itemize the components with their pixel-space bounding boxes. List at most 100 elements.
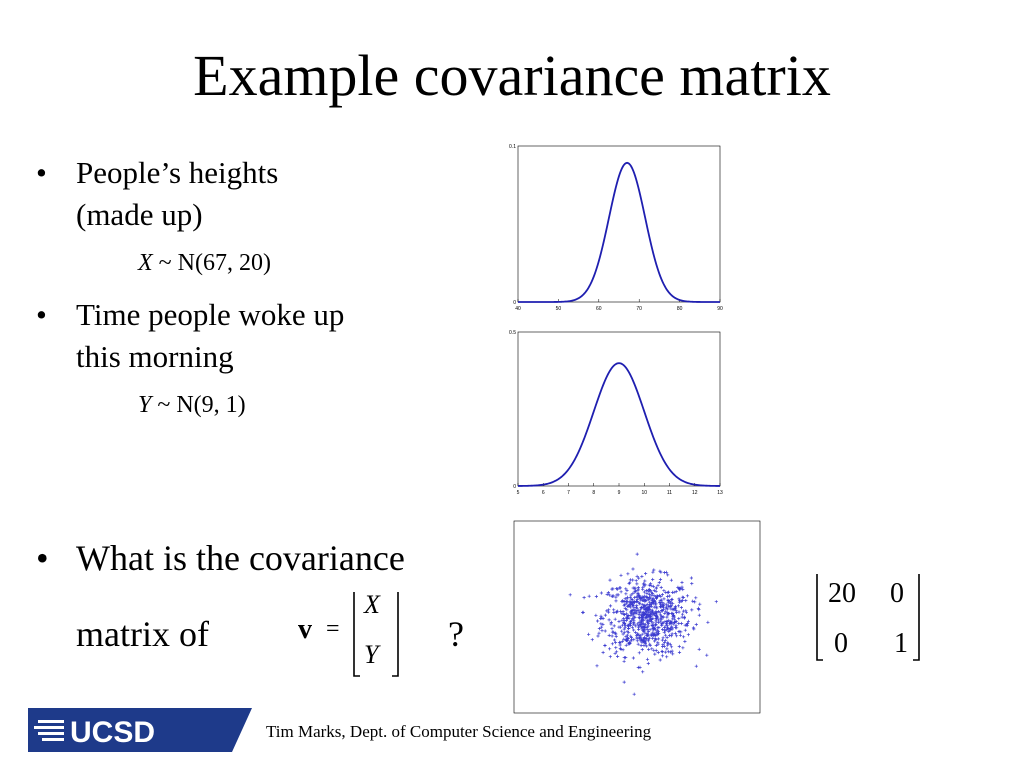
scatter-point [656,641,660,645]
scatter-point [647,589,651,594]
x-tick-label: 40 [515,306,521,312]
scatter-point [680,595,684,599]
scatter-point [643,594,647,598]
scatter-point [616,654,620,658]
scatter-point [643,579,647,583]
scatter-point [667,629,671,634]
scatter-point [655,628,660,632]
scatter-point [614,634,618,639]
scatter-point [671,607,675,611]
scatter-point [652,588,656,593]
wake-pdf-plot: 5 6 7 8 9 10 11 12 13 0 0.5 [508,328,726,498]
dist-params: ~ N(67, 20) [152,250,271,276]
scatter-point [628,602,633,606]
scatter-point [622,627,626,631]
scatter-point [694,622,698,627]
scatter-point [661,636,665,640]
scatter-point [640,620,644,624]
scatter-point [665,615,669,619]
scatter-point [649,584,653,588]
scatter-point [641,582,646,586]
scatter-point [625,597,629,601]
scatter-point [623,613,627,617]
scatter-point [625,616,629,620]
scatter-point [662,597,666,601]
scatter-point [605,592,609,596]
scatter-point [657,610,661,614]
scatter-point [684,599,688,603]
footer-credit: Tim Marks, Dept. of Computer Science and… [266,722,652,741]
scatter-point [645,616,649,620]
scatter-point [600,629,604,633]
scatter-point [652,593,656,597]
scatter-point [650,636,654,640]
scatter-point [613,651,617,655]
scatter-point [661,627,665,632]
scatter-point [636,632,640,636]
scatter-point [665,594,670,599]
joint-scatter-plot [510,517,764,721]
scatter-point [645,591,649,596]
scatter-point [646,630,650,634]
scatter-point [617,640,622,644]
scatter-point [650,633,654,637]
scatter-point [686,633,690,637]
scatter-point [662,607,666,611]
wake-distribution: Y ~ N(9, 1) [138,390,246,420]
scatter-point [637,612,641,617]
scatter-point [601,622,605,626]
scatter-point [674,634,679,638]
scatter-point [665,611,669,615]
y-tick-label: 0 [513,300,516,306]
scatter-point [649,613,653,617]
scatter-point [596,634,600,638]
scatter-point [643,631,647,635]
scatter-point [613,638,617,642]
plot-frame [517,145,721,303]
scatter-point [617,619,621,624]
scatter-point [635,552,639,556]
scatter-point [612,624,616,628]
scatter-point [611,630,616,634]
scatter-point [677,610,681,614]
scatter-point [653,639,657,643]
scatter-point [630,638,634,642]
scatter-point [649,582,653,586]
scatter-point [649,620,653,624]
scatter-point [637,651,641,655]
scatter-point [689,576,693,580]
scatter-point [624,612,628,616]
scatter-point [634,609,638,613]
scatter-point [659,622,663,626]
scatter-point [655,615,660,619]
scatter-point [659,570,663,574]
scatter-point [620,618,624,622]
scatter-point [590,638,594,642]
scatter-point [645,626,649,630]
x-tick-label: 12 [692,490,698,496]
scatter-point [639,598,643,602]
scatter-point [630,625,634,629]
scatter-point [670,590,675,594]
scatter-point [677,650,682,654]
scatter-point [654,648,658,652]
scatter-point [658,658,662,662]
scatter-point [662,630,666,634]
x-tick-label: 9 [618,490,621,496]
scatter-point [599,616,603,621]
scatter-point [620,639,624,643]
question-mark: ? [448,614,464,654]
scatter-point [627,630,631,634]
scatter-point [645,657,650,661]
scatter-point [648,611,652,615]
scatter-point [622,623,626,627]
scatter-point [636,592,640,596]
scatter-point [651,621,655,625]
scatter-point [644,589,648,593]
scatter-point [610,634,614,638]
answer-matrix: 20 0 0 1 [812,572,924,664]
scatter-point [679,630,683,634]
scatter-point [684,610,688,614]
scatter-point [674,623,678,627]
matrix-r2c1: 0 [834,628,848,659]
